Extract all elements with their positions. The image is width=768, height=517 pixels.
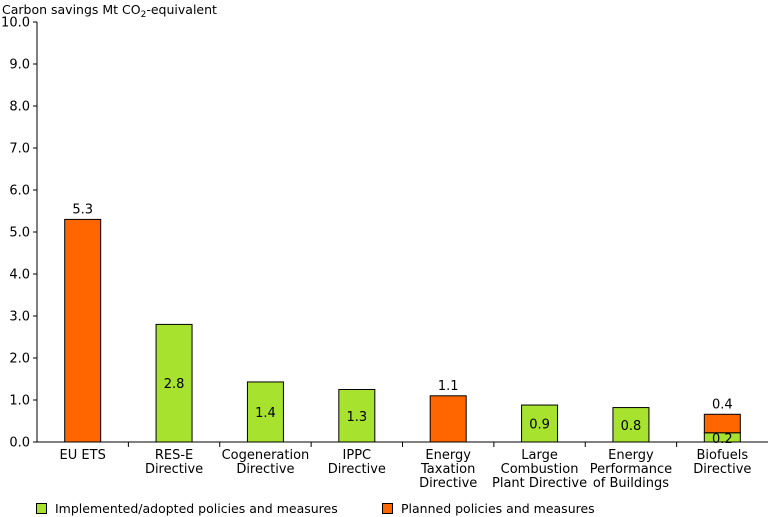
y-tick-label: 4.0 — [9, 268, 30, 283]
data-label-planned: 1.1 — [438, 379, 459, 394]
category-label: Directive — [419, 476, 477, 491]
y-tick-label: 9.0 — [9, 58, 30, 73]
data-label-planned: 0.4 — [712, 397, 733, 412]
y-tick-label: 0.0 — [9, 436, 30, 451]
legend-swatch-implemented — [36, 503, 47, 514]
y-tick-label: 5.0 — [9, 226, 30, 241]
y-tick-label: 2.0 — [9, 352, 30, 367]
category-label: RES-E — [155, 448, 193, 463]
y-axis-title: Carbon savings Mt CO2-equivalent — [2, 2, 217, 20]
category-label: Energy — [425, 448, 471, 463]
data-label-implemented: 1.4 — [255, 406, 276, 421]
bar-planned — [703, 413, 741, 434]
bar-implemented — [246, 381, 284, 443]
bar-planned — [429, 395, 467, 443]
category-label: Taxation — [420, 462, 475, 477]
category-label: Directive — [145, 462, 203, 477]
y-tick-label: 10.0 — [1, 16, 30, 31]
bar-planned — [64, 218, 102, 443]
category-label: Biofuels — [696, 448, 748, 463]
category-label: of Buildings — [593, 476, 669, 491]
category-label: Directive — [693, 462, 751, 477]
y-tick-label: 7.0 — [9, 142, 30, 157]
category-label: Directive — [328, 462, 386, 477]
category-label: Large — [521, 448, 558, 463]
category-label: Cogeneration — [222, 448, 310, 463]
category-label: EU ETS — [60, 448, 106, 463]
category-label: Performance — [590, 462, 672, 477]
data-label-implemented: 1.3 — [346, 410, 367, 425]
category-label: Directive — [236, 462, 294, 477]
y-tick-label: 1.0 — [9, 394, 30, 409]
legend-label-implemented: Implemented/adopted policies and measure… — [55, 501, 338, 516]
data-label-implemented: 0.9 — [529, 418, 550, 433]
legend-swatch-planned — [382, 503, 393, 514]
legend-item-planned: Planned policies and measures — [382, 501, 595, 516]
y-tick-label: 3.0 — [9, 310, 30, 325]
legend-label-planned: Planned policies and measures — [401, 501, 595, 516]
data-label-implemented: 0.8 — [621, 419, 642, 434]
bar-implemented — [155, 323, 193, 443]
bar-implemented — [338, 389, 376, 443]
y-tick-label: 8.0 — [9, 100, 30, 115]
category-label: IPPC — [343, 448, 372, 463]
category-label: Energy — [608, 448, 654, 463]
data-label-planned: 5.3 — [72, 202, 93, 217]
data-label-implemented: 0.2 — [712, 432, 733, 447]
legend-item-implemented: Implemented/adopted policies and measure… — [36, 501, 338, 516]
y-tick-label: 6.0 — [9, 184, 30, 199]
category-label: Combustion — [501, 462, 579, 477]
bar-implemented — [612, 407, 650, 443]
data-label-implemented: 2.8 — [164, 377, 185, 392]
bar-implemented — [521, 404, 559, 443]
category-label: Plant Directive — [492, 476, 587, 491]
